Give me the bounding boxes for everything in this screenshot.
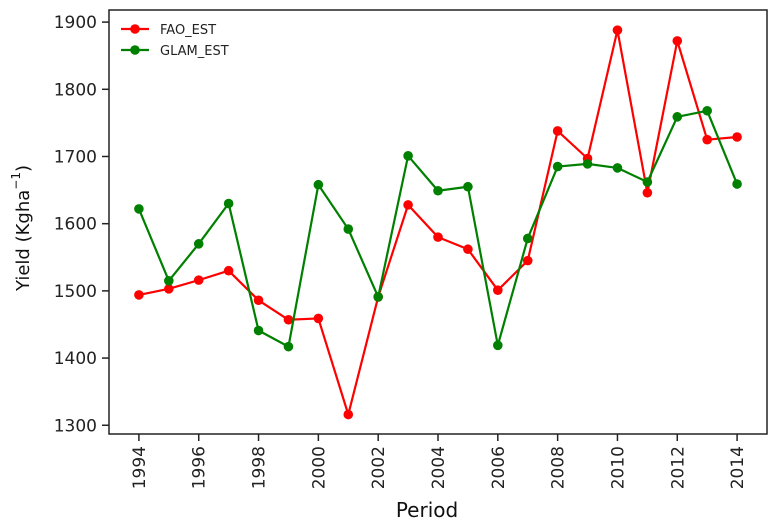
x-tick-label-2004: 2004: [429, 446, 449, 489]
data-point-fao_est-1999: [283, 314, 294, 325]
data-point-glam_est-1996: [193, 239, 204, 249]
data-point-fao_est-2005: [463, 244, 473, 255]
data-point-glam_est-2007: [522, 233, 533, 244]
data-point-fao_est-2013: [702, 134, 712, 145]
data-point-fao_est-2004: [433, 232, 443, 242]
data-point-fao_est-2012: [672, 36, 683, 46]
data-point-fao_est-2011: [642, 187, 653, 198]
y-axis-label-text: Yield (Kgha: [13, 190, 34, 292]
data-point-fao_est-2014: [732, 132, 742, 142]
plot-area: [108, 9, 768, 435]
data-point-fao_est-2001: [343, 409, 354, 420]
data-point-glam_est-2008: [552, 161, 563, 172]
data-point-fao_est-2000: [313, 313, 324, 324]
data-point-glam_est-2011: [642, 177, 653, 187]
y-axis-label: Yield (Kgha−1): [9, 165, 34, 292]
legend-marker-fao_est: [130, 24, 140, 34]
data-point-fao_est-1998: [253, 295, 264, 306]
x-tick-label-1994: 1994: [130, 446, 150, 489]
y-tick-label-1300: 1300: [54, 416, 97, 436]
data-point-fao_est-2008: [552, 126, 563, 136]
y-tick-label-1500: 1500: [54, 282, 97, 302]
data-point-glam_est-1997: [223, 198, 234, 209]
x-tick-label-2010: 2010: [608, 446, 628, 489]
x-tick-label-2012: 2012: [668, 446, 688, 489]
data-point-fao_est-1995: [164, 284, 174, 294]
legend-marker-glam_est: [130, 45, 140, 55]
data-point-glam_est-1998: [253, 325, 264, 336]
data-point-glam_est-2014: [732, 179, 742, 189]
x-tick-label-2014: 2014: [728, 446, 748, 489]
plot-frame: [108, 9, 768, 435]
data-point-glam_est-2010: [612, 163, 623, 173]
data-point-glam_est-1999: [283, 341, 294, 352]
data-point-fao_est-2007: [522, 255, 533, 266]
legend-label-fao_est: FAO_EST: [160, 23, 216, 38]
data-point-glam_est-1995: [164, 275, 174, 286]
x-tick-label-1996: 1996: [190, 446, 210, 489]
x-axis: 1994 1996 1998 2000 2002 2004 2006 2008 2010 2012…: [130, 434, 748, 489]
data-point-fao_est-1994: [134, 290, 144, 300]
x-tick-label-2006: 2006: [489, 446, 509, 489]
data-point-glam_est-2000: [313, 179, 324, 190]
x-axis-label: Period: [396, 498, 458, 520]
y-tick-label-1700: 1700: [54, 147, 97, 167]
legend-label-glam_est: GLAM_EST: [160, 44, 229, 59]
data-point-glam_est-2012: [672, 112, 683, 122]
data-point-fao_est-2003: [403, 200, 413, 210]
data-point-glam_est-2005: [463, 181, 473, 192]
data-point-glam_est-2001: [343, 224, 354, 234]
data-point-fao_est-2010: [612, 25, 623, 35]
y-tick-label-1800: 1800: [54, 80, 97, 100]
series-glam-est: [134, 105, 742, 352]
y-axis: 1300 1400 1500 1600 1700 1800 1900: [54, 13, 109, 436]
x-tick-label-2002: 2002: [369, 446, 389, 489]
data-point-glam_est-2004: [433, 185, 443, 196]
x-tick-label-1998: 1998: [250, 446, 270, 489]
series-fao-est: [134, 25, 742, 420]
y-tick-label-1400: 1400: [54, 349, 97, 369]
y-tick-label-1600: 1600: [54, 215, 97, 235]
data-point-glam_est-2009: [582, 159, 593, 169]
data-point-glam_est-2006: [493, 340, 503, 351]
data-point-glam_est-2013: [702, 105, 712, 116]
legend: FAO_EST GLAM_EST: [121, 23, 229, 59]
y-axis-label-superscript: −1: [9, 172, 23, 190]
data-point-fao_est-2006: [493, 285, 503, 296]
data-point-glam_est-2003: [403, 151, 413, 161]
data-point-fao_est-1997: [223, 265, 234, 276]
y-tick-label-1900: 1900: [54, 13, 97, 33]
x-tick-label-2008: 2008: [549, 446, 569, 489]
data-point-fao_est-1996: [193, 275, 204, 285]
data-point-glam_est-1994: [134, 204, 144, 214]
data-point-glam_est-2002: [373, 292, 383, 302]
x-tick-label-2000: 2000: [309, 446, 329, 489]
y-axis-label-close: ): [13, 165, 34, 172]
